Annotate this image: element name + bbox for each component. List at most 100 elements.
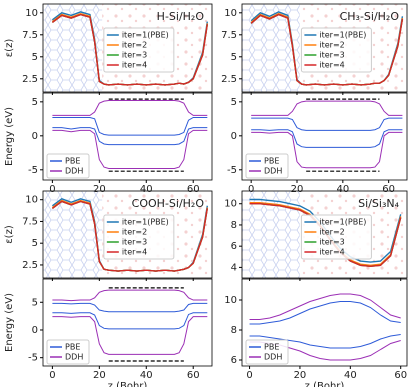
- legend-label: iter=4: [122, 248, 147, 257]
- band-edge-line: [251, 117, 403, 131]
- legend-label: iter=3: [122, 238, 147, 247]
- series-line: [250, 13, 404, 86]
- axes-frame: [42, 92, 213, 181]
- legend-box: [46, 153, 90, 179]
- band-edge-line: [249, 301, 401, 325]
- y-tick-label: 5: [32, 238, 38, 249]
- legend-box: [245, 153, 289, 179]
- legend-label: iter=1(PBE): [122, 218, 169, 227]
- y-tick-label: 0: [231, 131, 237, 142]
- y-axis-label: ε(z): [4, 225, 15, 244]
- legend-label: iter=2: [319, 41, 344, 50]
- y-tick-label: 10: [25, 8, 38, 19]
- y-tick-label: 7.5: [22, 216, 38, 227]
- y-tick-label: 10: [224, 8, 237, 19]
- y-tick-label: 4: [231, 262, 237, 273]
- axes-frame: [42, 190, 213, 279]
- legend-label: PBE: [264, 343, 279, 352]
- legend-label: DDH: [65, 167, 83, 176]
- y-tick-label: 8: [231, 220, 237, 231]
- plot-area: [250, 11, 404, 86]
- band-edge-line: [52, 312, 208, 330]
- x-tick-label: 0: [49, 370, 55, 381]
- legend-box: [245, 339, 289, 365]
- y-tick-label: 2.5: [22, 260, 38, 271]
- y-tick-label: 10: [224, 295, 237, 306]
- axes-frame: [241, 92, 408, 181]
- x-tick-label: 20: [93, 184, 106, 195]
- legend-box: [300, 27, 372, 73]
- panel-label: Si/Si₃N₄: [358, 197, 399, 210]
- band-edge-line: [52, 99, 208, 116]
- x-axis-label: z (Bohr): [305, 381, 345, 387]
- legend-label: DDH: [264, 353, 282, 362]
- x-tick-label: 0: [246, 370, 252, 381]
- band-edge-line: [52, 289, 208, 302]
- legend-label: iter=2: [122, 41, 147, 50]
- x-tick-label: 60: [382, 184, 395, 195]
- x-tick-label: 40: [140, 184, 153, 195]
- series-line: [51, 200, 208, 272]
- x-tick-label: 20: [294, 370, 307, 381]
- axes-frame: [241, 190, 408, 279]
- y-tick-label: 6: [231, 241, 237, 252]
- y-tick-label: 5: [32, 97, 38, 108]
- x-tick-label: 60: [187, 370, 200, 381]
- x-tick-label: 40: [336, 184, 349, 195]
- y-tick-label: 7.5: [221, 30, 237, 41]
- legend-label: iter=4: [122, 61, 147, 70]
- y-tick-label: 6: [231, 355, 237, 366]
- x-tick-label: 40: [344, 370, 357, 381]
- y-tick-label: 5: [32, 52, 38, 63]
- y-axis-label: ε(z): [4, 39, 15, 58]
- y-tick-label: 5: [231, 97, 237, 108]
- band-edge-line: [251, 129, 403, 148]
- band-edge-line: [249, 334, 401, 349]
- legend-box: [103, 214, 175, 260]
- x-axis-label: z (Bohr): [108, 381, 148, 387]
- band-edge-line: [249, 293, 401, 320]
- plot-area: [52, 98, 208, 172]
- y-tick-label: 0: [32, 131, 38, 142]
- legend-box: [46, 339, 90, 365]
- y-tick-label: 2.5: [22, 74, 38, 85]
- legend-label: iter=3: [319, 51, 344, 60]
- legend-label: iter=2: [122, 228, 147, 237]
- y-tick-label: -5: [28, 165, 38, 176]
- band-edge-line: [52, 316, 208, 355]
- plot-area: [51, 198, 208, 272]
- legend-label: iter=3: [319, 238, 344, 247]
- y-axis-label: Energy (eV): [4, 293, 15, 352]
- series-line: [51, 13, 208, 86]
- x-tick-label: 0: [248, 184, 254, 195]
- band-edge-line: [52, 302, 208, 313]
- legend-label: PBE: [264, 157, 279, 166]
- legend-label: iter=4: [319, 61, 344, 70]
- x-tick-label: 20: [93, 370, 106, 381]
- axes-frame: [42, 278, 213, 367]
- y-tick-label: 0: [32, 325, 38, 336]
- y-tick-label: 2.5: [221, 74, 237, 85]
- x-tick-label: 60: [187, 184, 200, 195]
- x-tick-label: 40: [140, 370, 153, 381]
- legend-label: iter=1(PBE): [319, 218, 366, 227]
- y-tick-label: 5: [32, 297, 38, 308]
- plot-area: [51, 11, 208, 86]
- legend-box: [103, 27, 175, 73]
- legend-label: iter=4: [319, 248, 344, 257]
- y-tick-label: 7.5: [22, 30, 38, 41]
- x-tick-label: 20: [291, 184, 304, 195]
- panel-label: CH₃-Si/H₂O: [340, 10, 400, 23]
- legend-label: iter=2: [319, 228, 344, 237]
- band-edge-line: [52, 129, 208, 169]
- legend-label: DDH: [65, 353, 83, 362]
- legend-label: iter=3: [122, 51, 147, 60]
- y-tick-label: 10: [25, 195, 38, 206]
- x-tick-label: 60: [394, 370, 407, 381]
- panel-label: H-Si/H₂O: [157, 10, 205, 23]
- legend-label: iter=1(PBE): [122, 31, 169, 40]
- y-tick-label: -5: [227, 165, 237, 176]
- x-tick-label: 0: [49, 184, 55, 195]
